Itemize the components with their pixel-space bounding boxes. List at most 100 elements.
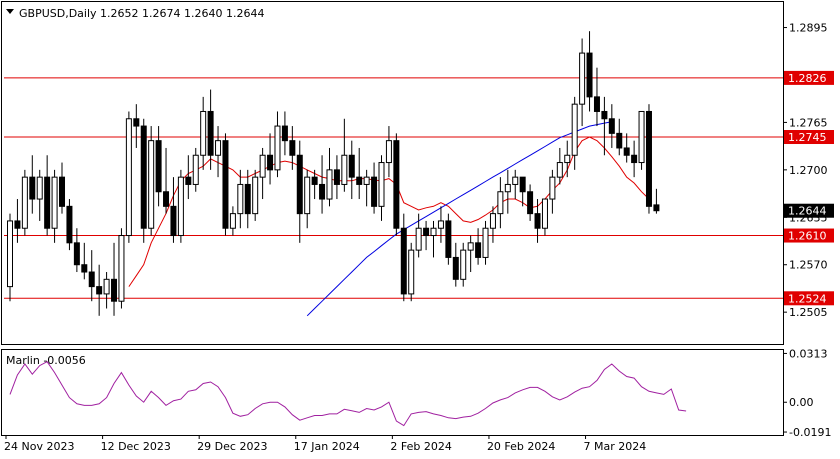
candle-body-down xyxy=(185,176,192,185)
candle-body-up xyxy=(430,227,437,237)
candle-18 xyxy=(140,118,147,243)
candle-body-up xyxy=(237,183,244,215)
candle-body-up xyxy=(385,140,392,164)
candle-79 xyxy=(593,67,600,127)
candle-29 xyxy=(222,133,229,236)
candle-body-down xyxy=(281,125,288,142)
candle-43 xyxy=(326,147,333,207)
candle-body-up xyxy=(556,162,563,178)
candle-body-up xyxy=(341,154,348,185)
candle-body-down xyxy=(608,118,615,134)
candle-body-down xyxy=(289,140,296,156)
candle-body-up xyxy=(378,162,385,207)
candle-0 xyxy=(7,213,13,302)
candle-body-down xyxy=(111,278,118,302)
level-lines xyxy=(4,77,783,299)
candle-19 xyxy=(148,126,155,236)
candle-body-down xyxy=(645,110,652,207)
candle-body-down xyxy=(586,52,593,98)
candle-12 xyxy=(96,264,103,316)
oscillator-axis: 0.0313 0.00 -0.0191 xyxy=(783,347,831,439)
candle-body-down xyxy=(66,205,73,244)
symbol-dropdown-icon[interactable] xyxy=(6,9,14,14)
candle-40 xyxy=(304,169,311,229)
candle-body-down xyxy=(207,110,214,156)
candle-body-down xyxy=(140,125,147,229)
candle-78 xyxy=(586,31,593,112)
candle-39 xyxy=(296,140,303,243)
candle-6 xyxy=(51,169,58,243)
ma-slow-line xyxy=(306,121,612,317)
candle-body-down xyxy=(29,176,36,200)
current-price-tag: 1.2644 xyxy=(788,205,827,218)
candle-body-up xyxy=(512,176,519,185)
candle-64 xyxy=(482,220,489,265)
candle-body-down xyxy=(631,154,638,164)
price-tick-label-3: 1.2700 xyxy=(789,164,828,177)
time-axis: 24 Nov 2023 12 Dec 2023 29 Dec 2023 17 Jan … xyxy=(4,435,646,453)
candle-56 xyxy=(423,220,430,251)
candle-body-up xyxy=(177,176,184,237)
time-tick-label-6: 7 Mar 2024 xyxy=(584,440,647,453)
candle-body-up xyxy=(259,154,266,178)
candle-body-up xyxy=(215,140,222,156)
candle-body-down xyxy=(267,154,274,171)
candle-body-down xyxy=(296,154,303,215)
candle-77 xyxy=(579,38,586,127)
candle-87 xyxy=(653,188,660,214)
candle-body-up xyxy=(467,242,474,251)
candle-84 xyxy=(631,140,638,178)
candle-47 xyxy=(356,147,363,200)
candle-body-up xyxy=(564,154,571,164)
candle-59 xyxy=(445,213,452,265)
candle-4 xyxy=(36,169,43,221)
candle-14 xyxy=(111,242,118,316)
candle-body-down xyxy=(475,242,482,258)
candle-2 xyxy=(21,169,28,236)
candle-31 xyxy=(237,169,244,229)
candle-45 xyxy=(341,118,348,192)
candle-body-up xyxy=(489,213,496,229)
candle-24 xyxy=(185,155,192,200)
candle-21 xyxy=(163,147,170,214)
candle-44 xyxy=(333,155,340,200)
candle-80 xyxy=(601,96,608,156)
main-plot-frame xyxy=(1,1,784,345)
candle-8 xyxy=(66,199,73,251)
candle-body-down xyxy=(133,118,140,127)
candles xyxy=(7,31,660,316)
candle-61 xyxy=(460,242,467,287)
candle-27 xyxy=(207,89,214,170)
candle-28 xyxy=(215,126,222,178)
symbol-header: GBPUSD,Daily 1.2652 1.2674 1.2640 1.2644 xyxy=(19,7,264,20)
candle-body-up xyxy=(252,176,259,215)
candle-body-down xyxy=(88,271,95,288)
candle-68 xyxy=(512,169,519,200)
candle-body-up xyxy=(103,278,110,295)
candle-53 xyxy=(400,213,407,302)
candle-63 xyxy=(475,228,482,265)
candle-73 xyxy=(549,169,556,214)
candle-71 xyxy=(534,199,541,243)
candle-66 xyxy=(497,177,504,229)
candle-body-up xyxy=(408,249,415,295)
candle-57 xyxy=(430,220,437,258)
candle-70 xyxy=(527,184,534,221)
oscillator-line xyxy=(9,361,687,427)
level-tag-bg xyxy=(784,70,834,85)
candle-body-up xyxy=(274,125,281,171)
candle-body-up xyxy=(437,220,444,229)
candle-body-down xyxy=(170,205,177,237)
candle-54 xyxy=(408,242,415,302)
price-tick-label-6: 1.2505 xyxy=(789,306,828,319)
candle-body-down xyxy=(96,286,103,295)
candle-22 xyxy=(170,177,177,243)
price-tick-label-2: 1.2765 xyxy=(789,116,828,129)
candle-body-up xyxy=(148,140,155,229)
candle-37 xyxy=(281,111,288,156)
candle-body-up xyxy=(541,198,548,229)
candle-51 xyxy=(385,126,392,178)
candle-32 xyxy=(244,169,251,229)
